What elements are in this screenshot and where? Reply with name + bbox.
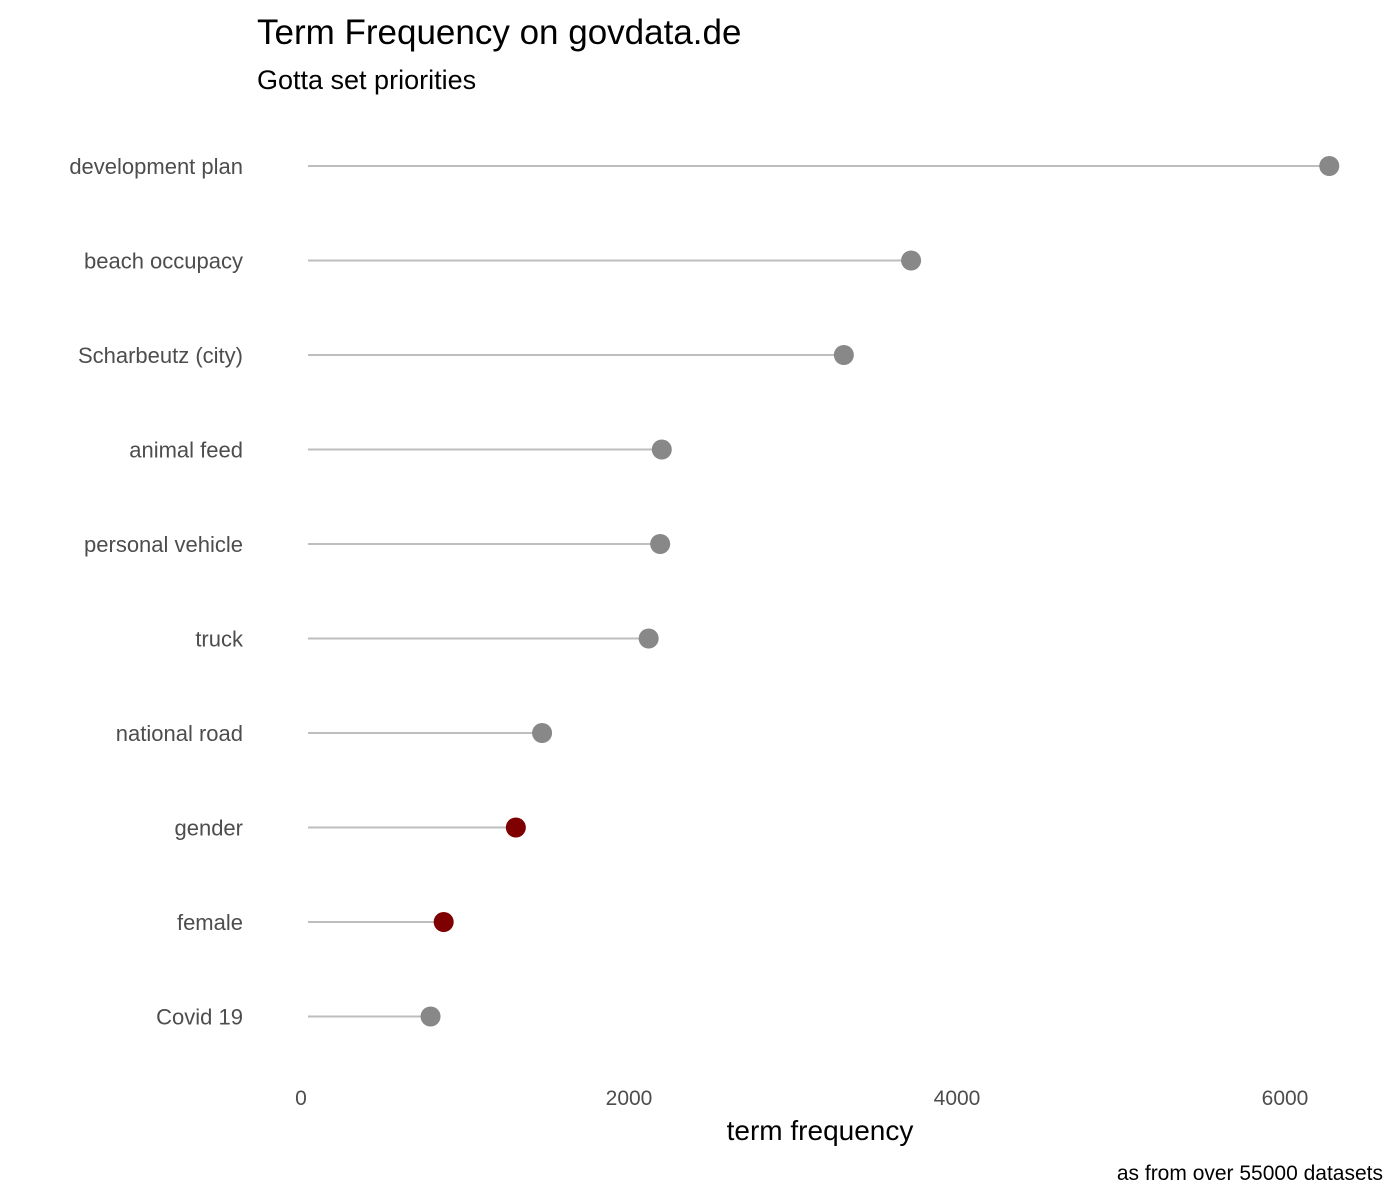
x-tick-label: 2000	[606, 1087, 653, 1110]
y-tick-label: development plan	[69, 154, 243, 179]
y-tick-label: female	[177, 910, 243, 935]
x-tick-label: 4000	[934, 1087, 981, 1110]
point-5	[638, 628, 659, 649]
x-tick-label: 6000	[1262, 1087, 1309, 1110]
x-tick-label: 0	[295, 1087, 307, 1110]
y-tick-label: national road	[116, 721, 243, 746]
point-8	[433, 912, 454, 932]
point-0	[1319, 156, 1340, 176]
y-tick-label: Covid 19	[156, 1005, 243, 1030]
x-axis-title: term frequency	[727, 1115, 914, 1146]
point-6	[532, 723, 553, 743]
y-tick-label: personal vehicle	[84, 532, 243, 557]
point-3	[651, 439, 672, 460]
chart-caption: as from over 55000 datasets	[1117, 1162, 1383, 1185]
point-7	[505, 817, 526, 838]
chart-title: Term Frequency on govdata.de	[257, 13, 741, 52]
y-axis-labels: development plan beach occupacy Scharbeutz…	[69, 154, 244, 1030]
x-axis-ticks: 0 2000 4000 6000	[295, 1087, 1308, 1110]
point-2	[833, 345, 854, 365]
plot-area	[308, 156, 1340, 1027]
point-9	[420, 1006, 441, 1027]
point-1	[901, 250, 922, 271]
y-tick-label: animal feed	[129, 438, 243, 463]
y-tick-label: Scharbeutz (city)	[78, 343, 243, 368]
chart-subtitle: Gotta set priorities	[257, 65, 476, 95]
point-4	[650, 534, 671, 554]
y-tick-label: gender	[174, 816, 243, 841]
y-tick-label: beach occupacy	[84, 249, 243, 274]
y-tick-label: truck	[195, 627, 244, 652]
